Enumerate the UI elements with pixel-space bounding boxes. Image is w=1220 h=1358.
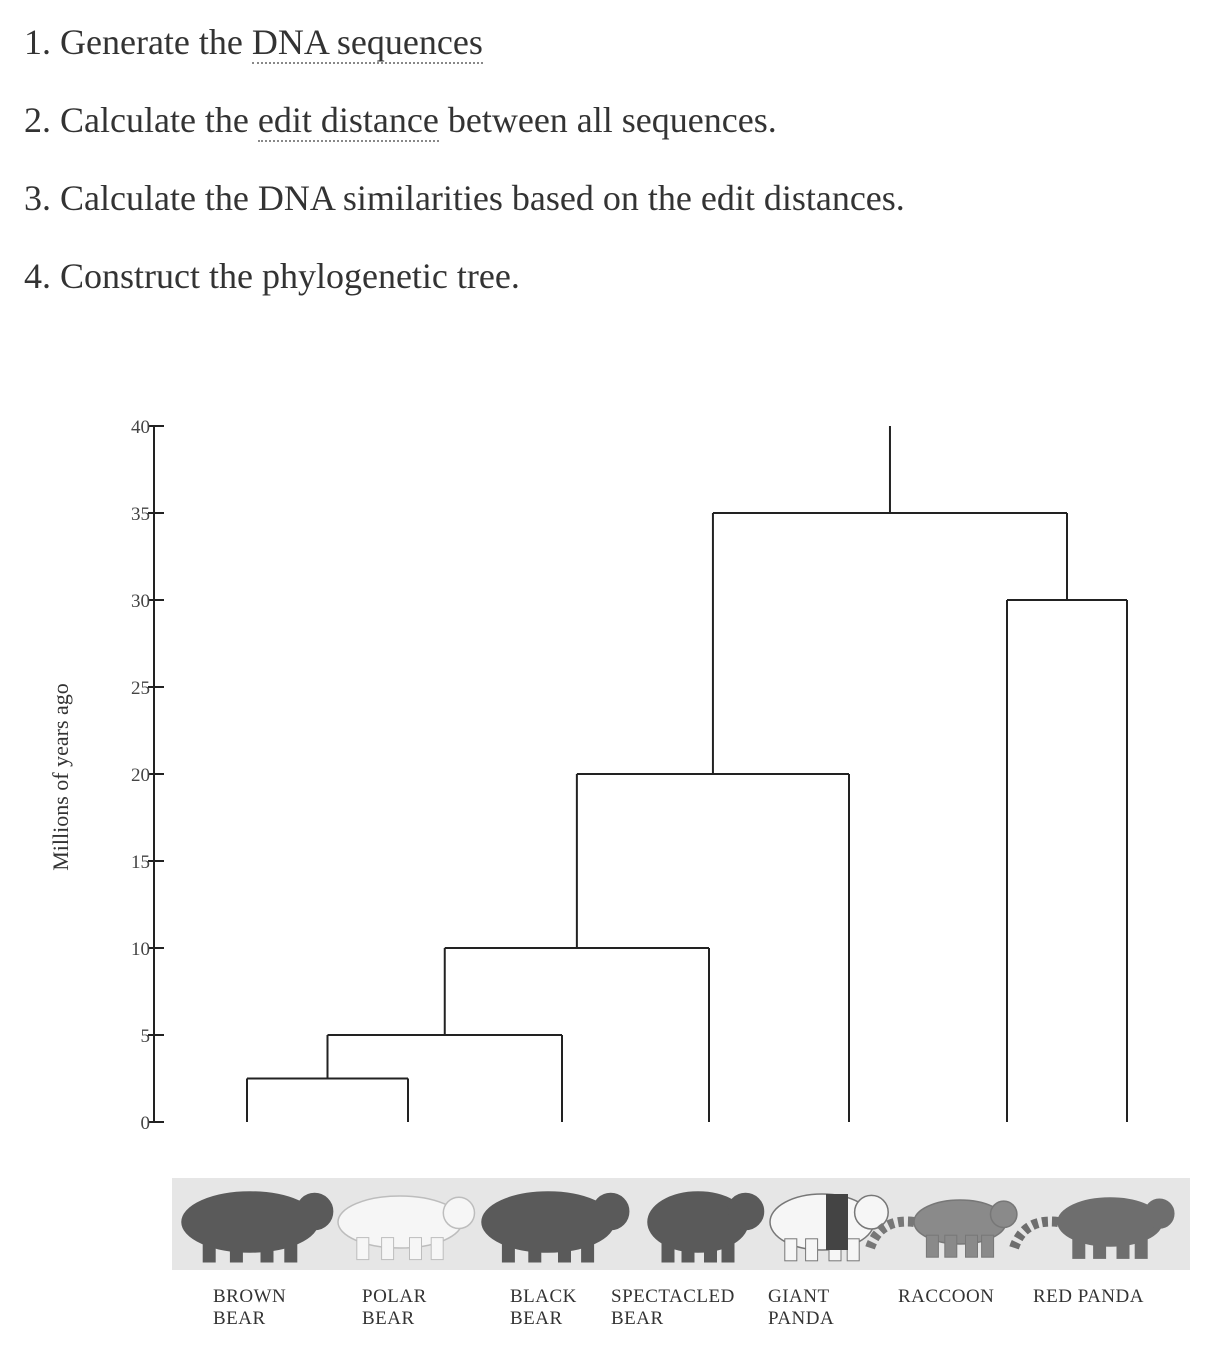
animal-head [853, 1194, 889, 1230]
tick-label: 30 [131, 591, 150, 612]
panda-patch [826, 1194, 848, 1250]
animal-leg [965, 1234, 978, 1258]
raccoon-icon [865, 1199, 1018, 1258]
species-labels: BROWNBEARPOLARBEARBLACKBEARSPECTACLEDBEA… [213, 1286, 1144, 1329]
animal-head [726, 1192, 765, 1231]
spectacled-bear-icon [647, 1191, 765, 1263]
animal-leg [501, 1239, 515, 1263]
animal-leg [681, 1239, 695, 1263]
tick-label: 25 [131, 678, 150, 699]
species-label-line2: PANDA [768, 1308, 834, 1329]
animal-leg [202, 1239, 216, 1263]
step-number: 2. [24, 100, 51, 140]
giant-panda-icon [769, 1193, 889, 1262]
animal-leg [581, 1239, 595, 1263]
animal-leg [1116, 1235, 1130, 1259]
tick-label: 40 [131, 417, 150, 438]
species-label-line2: BEAR [213, 1308, 266, 1329]
step-4: 4. Construct the phylogenetic tree. [24, 248, 905, 326]
animal-leg [1072, 1235, 1086, 1259]
animal-leg [356, 1237, 370, 1261]
animal-leg [721, 1239, 735, 1263]
step-text-end: between all sequences. [438, 100, 777, 140]
animal-leg [558, 1239, 571, 1263]
animal-leg [381, 1237, 395, 1261]
step-number: 1. [24, 22, 51, 62]
tick-label: 15 [131, 852, 150, 873]
species-label-line1: BROWN [213, 1286, 286, 1307]
species-label-line1: GIANT [768, 1286, 830, 1307]
species-label-line1: POLAR [362, 1286, 427, 1307]
animal-leg [1134, 1235, 1148, 1259]
step-text: Calculate the [60, 100, 258, 140]
species-label-line2: BEAR [510, 1308, 563, 1329]
brown-bear-icon [181, 1191, 334, 1263]
tick-label: 5 [141, 1026, 151, 1047]
polar-bear-icon [337, 1195, 476, 1261]
step-2: 2. Calculate the edit distance between a… [24, 92, 905, 170]
animal-leg [925, 1234, 939, 1258]
animal-leg [805, 1238, 819, 1262]
animal-body [481, 1191, 615, 1253]
animal-leg [229, 1239, 243, 1263]
species-label-line1: RACCOON [898, 1286, 994, 1307]
tick-label: 20 [131, 765, 150, 786]
animal-leg [661, 1239, 675, 1263]
animal-leg [944, 1234, 958, 1258]
tick-label: 0 [141, 1113, 151, 1134]
animal-tail [865, 1216, 915, 1250]
animal-leg [409, 1237, 422, 1261]
black-bear-icon [481, 1191, 630, 1263]
animal-leg [704, 1239, 717, 1263]
animal-images [181, 1191, 1175, 1263]
animal-head [1144, 1198, 1175, 1229]
red-panda-icon [1009, 1197, 1175, 1259]
dna-sequences-link[interactable]: DNA sequences [251, 22, 483, 64]
step-text: Calculate the DNA similarities based on … [60, 178, 905, 218]
step-3: 3. Calculate the DNA similarities based … [24, 170, 905, 248]
species-label-line1: RED PANDA [1033, 1286, 1144, 1307]
animal-tail [1009, 1216, 1059, 1250]
species-label-line2: BEAR [611, 1308, 664, 1329]
animal-leg [1093, 1235, 1107, 1259]
step-1: 1. Generate the DNA sequences [24, 14, 905, 92]
time-axis: 0 5 10 15 20 25 30 35 40 [131, 417, 164, 1134]
animal-head [591, 1192, 630, 1231]
animal-head [442, 1196, 476, 1230]
animal-head [989, 1200, 1018, 1229]
species-label-line2: BEAR [362, 1308, 415, 1329]
animal-leg [784, 1238, 798, 1262]
axis-label: Millions of years ago [48, 683, 73, 871]
animal-leg [430, 1237, 444, 1261]
tick-label: 10 [131, 939, 150, 960]
step-number: 4. [24, 256, 51, 296]
animal-head [295, 1192, 334, 1231]
step-text: Generate the [60, 22, 252, 62]
step-number: 3. [24, 178, 51, 218]
tick-label: 35 [131, 504, 150, 525]
species-label-line1: SPECTACLED [611, 1286, 735, 1307]
species-label-line1: BLACK [510, 1286, 577, 1307]
animal-leg [284, 1239, 298, 1263]
animal-leg [528, 1239, 542, 1263]
animal-body [181, 1191, 319, 1253]
step-text: Construct the phylogenetic tree. [60, 256, 520, 296]
animal-leg [981, 1234, 995, 1258]
animal-leg [260, 1239, 274, 1263]
tree-branches [246, 426, 1128, 1122]
instructions-list: 1. Generate the DNA sequences 2. Calcula… [24, 14, 905, 326]
phylogenetic-tree: 0 5 10 15 20 25 30 35 40 Millions of years ago B… [48, 417, 1190, 1329]
animal-leg [846, 1238, 860, 1262]
edit-distance-link[interactable]: edit distance [257, 100, 439, 142]
